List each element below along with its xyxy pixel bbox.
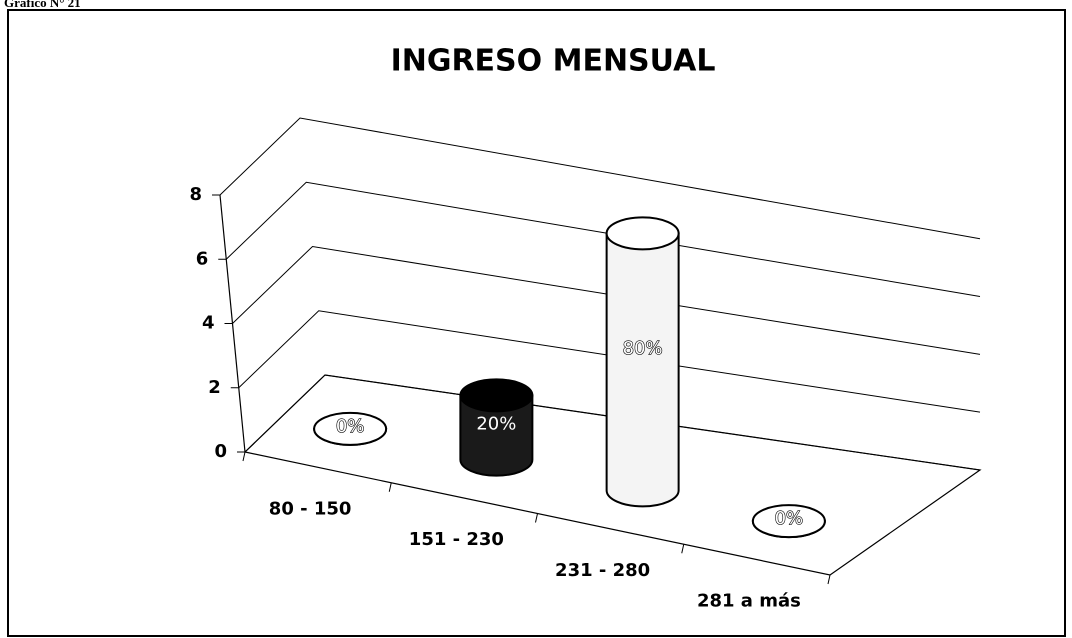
x-tick xyxy=(827,574,831,585)
x-tick-label: 80 - 150 xyxy=(269,498,352,519)
cylinder-top xyxy=(313,411,388,446)
cylinder-body xyxy=(459,394,534,477)
chart-frame xyxy=(7,9,1066,637)
grid-line xyxy=(232,245,981,355)
cylinder xyxy=(605,216,680,508)
grid-line xyxy=(219,117,981,240)
value-label: 0% xyxy=(336,416,365,437)
x-tick xyxy=(681,544,685,554)
x-tick xyxy=(242,451,246,462)
grid-line xyxy=(238,310,981,413)
cylinder-top xyxy=(751,504,826,539)
cylinder-top xyxy=(459,378,534,413)
cylinder-body xyxy=(605,232,680,508)
y-tick-label: 4 xyxy=(202,313,215,334)
x-tick-label: 281 a más xyxy=(697,591,801,612)
cylinder xyxy=(459,378,534,477)
x-tick-label: 231 - 280 xyxy=(555,560,650,581)
x-tick xyxy=(388,482,392,492)
grid-line xyxy=(225,181,981,298)
value-label: 20% xyxy=(476,413,516,434)
y-tick-label: 2 xyxy=(208,377,221,398)
cylinder xyxy=(751,504,826,539)
y-tick-label: 0 xyxy=(214,441,227,462)
value-label: 0% xyxy=(775,508,804,529)
x-tick-label: 151 - 230 xyxy=(409,529,504,550)
cylinder xyxy=(313,411,388,446)
caption: Gráfico N° 21 xyxy=(4,0,81,10)
value-label: 80% xyxy=(623,338,663,359)
y-tick-label: 8 xyxy=(189,184,202,205)
cylinder-top xyxy=(605,216,680,251)
grid-line xyxy=(244,374,981,471)
chart-title: INGRESO MENSUAL xyxy=(391,44,716,79)
x-tick xyxy=(535,513,538,523)
y-tick-label: 6 xyxy=(196,248,209,269)
y-axis xyxy=(219,194,246,453)
